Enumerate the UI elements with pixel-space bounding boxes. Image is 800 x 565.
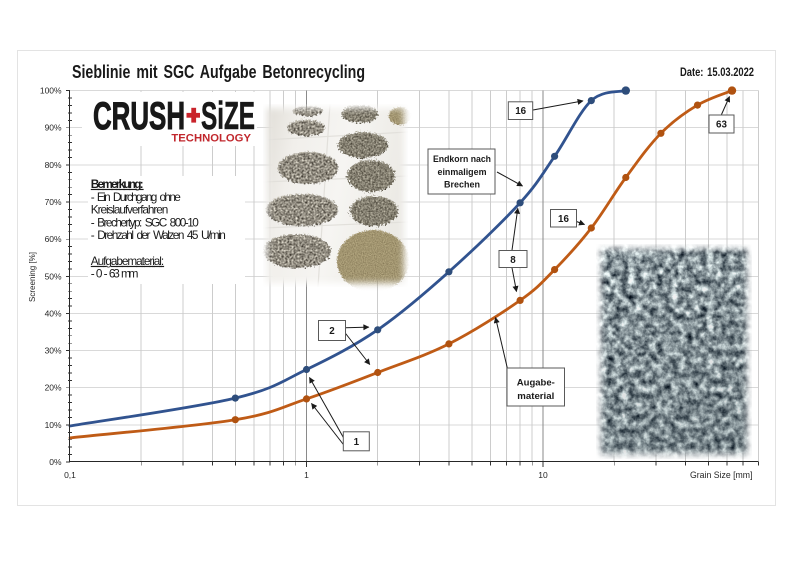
svg-text:100%: 100% [40,86,62,96]
svg-text:80%: 80% [45,160,62,170]
svg-text:10%: 10% [45,420,62,430]
svg-text:- Brechertyp: SGC 800-10: - Brechertyp: SGC 800-10 [91,215,199,229]
svg-text:- Ein Durchgang ohne: - Ein Durchgang ohne [91,190,181,204]
svg-text:16: 16 [558,214,569,225]
svg-text:- Drehzahl der Walzen 45 U/min: - Drehzahl der Walzen 45 U/min [91,228,226,242]
svg-text:30%: 30% [45,346,62,356]
svg-text:Date: 15.03.2022: Date: 15.03.2022 [680,66,754,79]
svg-text:20%: 20% [45,383,62,393]
svg-text:10: 10 [538,470,548,480]
svg-text:Grain Size [mm]: Grain Size [mm] [690,470,753,481]
svg-text:2: 2 [329,326,335,337]
svg-text:einmaligem: einmaligem [438,167,487,177]
svg-text:Endkorn nach: Endkorn nach [433,154,491,164]
svg-text:material: material [517,391,554,401]
svg-text:50%: 50% [45,271,62,281]
svg-text:Sieblinie mit SGC Aufgabe Beto: Sieblinie mit SGC Aufgabe Betonrecycling [72,62,365,82]
svg-text:Aufgabematerial:: Aufgabematerial: [91,254,164,268]
svg-text:1: 1 [304,470,309,480]
svg-text:63: 63 [716,120,727,131]
svg-text:8: 8 [510,255,516,266]
svg-text:Bemerkung:: Bemerkung: [91,177,144,191]
svg-text:Augabe-: Augabe- [517,378,555,388]
svg-text:0,1: 0,1 [64,470,76,480]
svg-text:CRUSH: CRUSH [93,95,185,138]
svg-text:- 0 - 63 mm: - 0 - 63 mm [91,267,139,281]
svg-text:TECHNOLOGY: TECHNOLOGY [171,132,251,144]
svg-text:SiZE: SiZE [201,95,255,138]
svg-text:70%: 70% [45,197,62,207]
svg-text:Screening [%]: Screening [%] [27,252,37,302]
svg-text:16: 16 [515,106,526,117]
svg-text:Brechen: Brechen [444,179,480,189]
svg-text:0%: 0% [49,457,62,467]
svg-text:1: 1 [354,437,360,448]
svg-text:40%: 40% [45,308,62,318]
svg-text:Kreislaufverfahren: Kreislaufverfahren [91,203,169,217]
svg-text:90%: 90% [45,123,62,133]
svg-text:60%: 60% [45,234,62,244]
